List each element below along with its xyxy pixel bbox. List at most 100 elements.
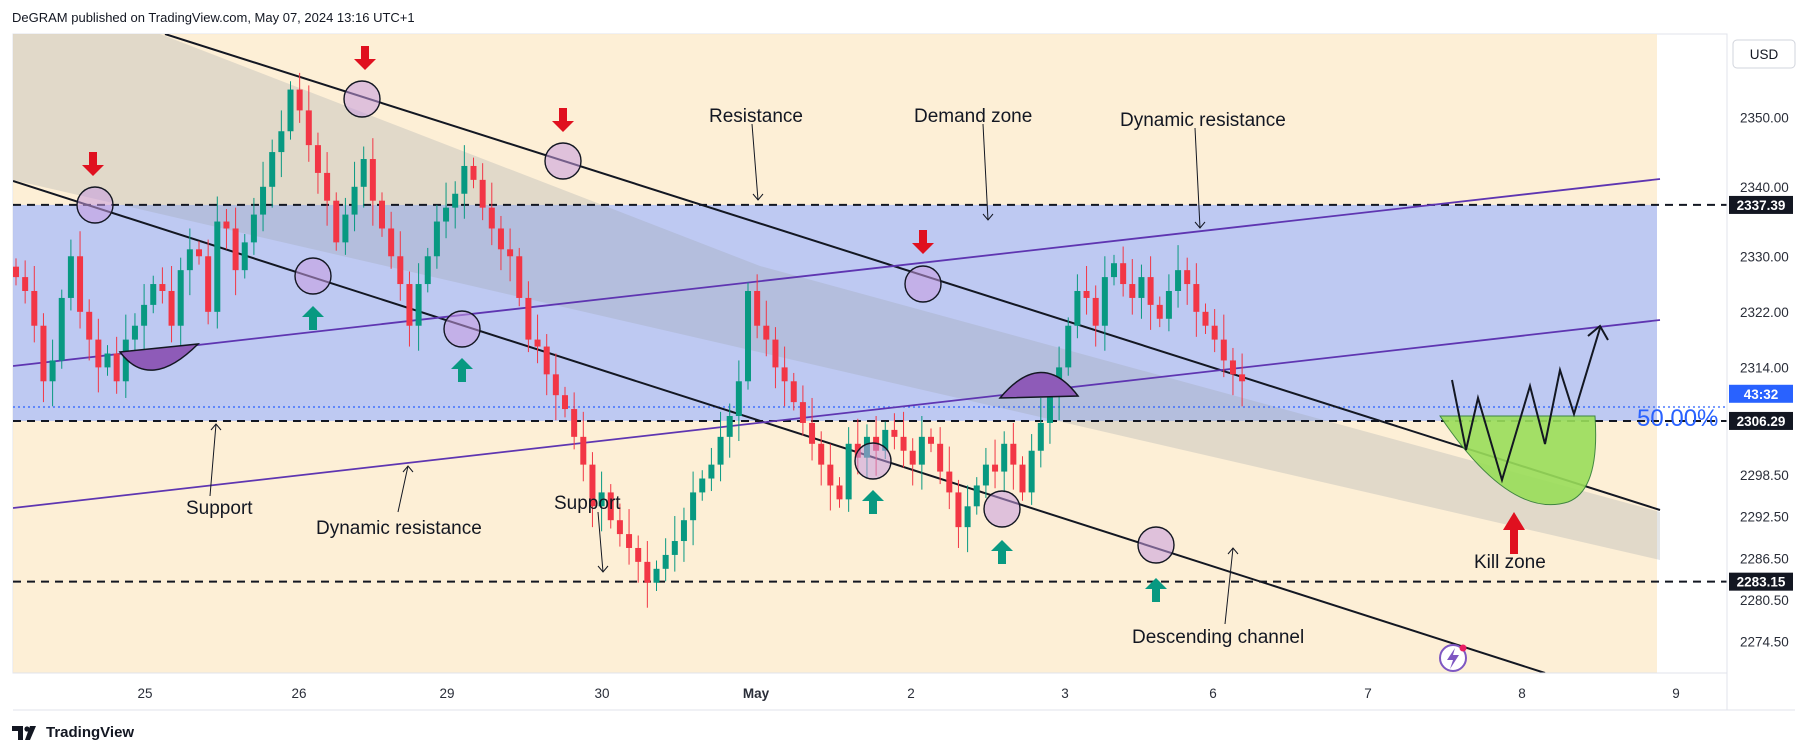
candle-body	[333, 200, 340, 243]
candle-body	[1165, 290, 1172, 319]
candle-body	[882, 429, 889, 451]
x-tick-label: May	[743, 686, 770, 701]
channel-lower-line	[13, 180, 1546, 673]
label-demand-zone: Demand zone	[914, 106, 1032, 127]
candle-body	[1092, 297, 1099, 326]
candle-body	[232, 228, 239, 271]
candle-body	[49, 360, 56, 382]
touch-circle	[294, 257, 332, 295]
candle-body	[507, 249, 514, 257]
candle-body	[1046, 395, 1053, 423]
candle-body	[671, 541, 678, 555]
candle-body	[95, 339, 102, 368]
candle-body	[616, 520, 623, 535]
label-dynamic-resistance-top: Dynamic resistance	[1120, 110, 1286, 131]
candle-body	[22, 277, 29, 291]
candle-body	[241, 242, 248, 271]
candle-body	[360, 159, 367, 187]
y-tick-label: 2340.00	[1740, 180, 1789, 195]
candle-body	[1074, 290, 1081, 326]
candle-body	[1019, 464, 1026, 493]
candle-body	[525, 297, 532, 340]
candle-body	[150, 284, 157, 305]
candle-body	[388, 228, 395, 257]
candle-body	[763, 325, 770, 340]
candle-body	[827, 464, 834, 486]
label-descending-channel: Descending channel	[1132, 627, 1304, 648]
buy-arrow-icon	[302, 306, 324, 330]
touch-circle	[443, 310, 481, 348]
label-dynamic-resistance-bottom: Dynamic resistance	[316, 518, 482, 539]
candle-body	[1175, 270, 1182, 291]
tradingview-footer[interactable]: TradingView	[12, 724, 134, 741]
candle-body	[1129, 284, 1136, 298]
touch-circle	[76, 186, 114, 224]
candle-body	[351, 186, 358, 215]
buy-arrow-icon	[991, 540, 1013, 564]
x-tick-label: 6	[1209, 686, 1217, 701]
candle-body	[1120, 263, 1127, 285]
buy-arrow-icon	[1145, 578, 1167, 602]
price-label: 43:32	[1744, 387, 1779, 402]
y-tick-label: 2350.00	[1740, 110, 1789, 125]
candle-body	[1037, 422, 1044, 451]
candle-body	[918, 436, 925, 465]
y-tick-label: 2314.00	[1740, 360, 1789, 375]
lower-zone-band	[13, 420, 1657, 673]
candle-body	[516, 256, 523, 298]
pointer-dynres-bottom	[397, 465, 409, 513]
pointer-desc-channel	[1224, 547, 1234, 625]
candle-body	[1239, 374, 1246, 382]
candle-body	[992, 464, 999, 472]
candle-body	[635, 547, 642, 562]
candle-body	[159, 284, 166, 291]
dynamic-resistance-line-top	[13, 178, 1661, 367]
candle-body	[479, 179, 486, 208]
y-tick-label: 2292.50	[1740, 510, 1789, 525]
candle-body	[818, 443, 825, 465]
x-tick-label: 7	[1364, 686, 1372, 701]
pointer-support-mid	[597, 511, 604, 573]
candle-body	[278, 131, 285, 153]
x-tick-label: 26	[291, 686, 306, 701]
candle-body	[790, 381, 797, 403]
candle-body	[955, 492, 962, 528]
x-axis: 25 26 29 30 May 2 3 6 7 8 9	[137, 686, 1679, 701]
candle-body	[809, 422, 816, 444]
y-tick-label: 2298.50	[1740, 468, 1789, 483]
candle-body	[845, 443, 852, 500]
touch-circle	[983, 490, 1021, 528]
sell-arrow-icon	[354, 46, 376, 70]
candle-body	[305, 110, 312, 146]
sell-arrow-icon	[82, 152, 104, 176]
sell-arrow-icon	[552, 108, 574, 132]
candle-body	[177, 270, 184, 326]
candle-body	[699, 478, 706, 493]
x-tick-label: 29	[439, 686, 454, 701]
currency-button[interactable]: USD	[1732, 39, 1796, 69]
candle-body	[735, 381, 742, 417]
candle-body	[31, 290, 38, 326]
candle-body	[1184, 270, 1191, 285]
candle-body	[1111, 263, 1117, 278]
touch-circle	[904, 265, 942, 303]
price-label-box	[1729, 384, 1793, 403]
candle-body	[342, 214, 349, 243]
candle-body	[77, 256, 84, 312]
candle-body	[1001, 443, 1008, 472]
pointer-support-left	[209, 423, 217, 497]
candle-body	[1193, 284, 1200, 312]
lightning-icon[interactable]	[1439, 644, 1467, 672]
support-arc-left	[118, 343, 201, 371]
candle-body	[141, 304, 148, 326]
candle-body	[296, 89, 303, 111]
price-label: 2306.29	[1737, 414, 1786, 429]
label-kill-zone: Kill zone	[1474, 552, 1546, 573]
projected-path-arrowhead	[1587, 324, 1609, 341]
y-axis: 2350.00 2340.00 2330.00 2322.00 2314.00 2298.…	[1729, 110, 1793, 650]
candle-body	[443, 207, 450, 222]
candle-body	[937, 443, 944, 472]
pointer-resistance	[751, 123, 759, 201]
candle-body	[1065, 325, 1072, 368]
